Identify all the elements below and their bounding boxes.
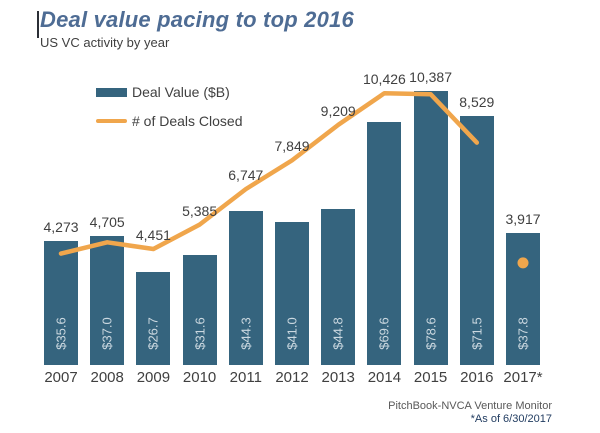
deals-closed-label: 5,385 (182, 202, 218, 219)
x-axis-label-2017*: 2017* (503, 369, 543, 386)
x-axis-label-2015: 2015 (413, 369, 448, 386)
chart-title: Deal value pacing to top 2016 (40, 7, 354, 32)
deals-closed-label: 10,426 (362, 71, 406, 88)
header: Deal value pacing to top 2016 US VC acti… (37, 7, 354, 50)
bar-2012: $41.0 (275, 222, 309, 365)
chart-subtitle: US VC activity by year (40, 35, 170, 50)
deals-closed-label: 6,747 (228, 167, 264, 184)
bar-2016: $71.5 (459, 115, 494, 365)
deals-closed-label: 8,529 (459, 93, 495, 110)
bar-value-label: $37.0 (99, 317, 115, 350)
deals-closed-label: 4,705 (89, 214, 125, 231)
bar-value-label: $71.5 (469, 317, 485, 350)
bar-2017*: $37.8 (506, 233, 540, 365)
bar-2011: $44.3 (228, 210, 263, 365)
bar-value-label: $37.8 (515, 317, 531, 350)
text-cursor (37, 11, 39, 38)
as-of-note: *As of 6/30/2017 (470, 413, 552, 425)
deals-closed-label: 10,387 (409, 69, 453, 85)
bar-value-label: $31.6 (192, 317, 208, 350)
bar-2008: $37.0 (90, 236, 125, 365)
source-credit: PitchBook-NVCA Venture Monitor (388, 400, 552, 412)
x-axis-label-2009: 2009 (136, 369, 171, 386)
bar-value-label: $44.3 (238, 317, 254, 350)
x-axis-label-2011: 2011 (229, 369, 262, 386)
bar-2009: $26.7 (136, 271, 171, 365)
bar-2010: $31.6 (182, 254, 217, 365)
x-axis-label-2014: 2014 (367, 369, 402, 386)
bar-value-label: $78.6 (423, 317, 439, 350)
deals-closed-label: 4,451 (135, 226, 171, 243)
x-axis-label-2012: 2012 (275, 369, 309, 386)
bar-value-label: $44.8 (330, 317, 346, 350)
deals-closed-label: 9,209 (320, 102, 356, 119)
x-axis-label-2013: 2013 (321, 369, 355, 386)
x-axis-label-2007: 2007 (44, 369, 78, 386)
bar-2007: $35.6 (44, 240, 78, 365)
x-axis-label-2016: 2016 (460, 369, 494, 386)
bar-value-label: $35.6 (53, 317, 69, 350)
bar-value-label: $69.6 (376, 317, 392, 350)
footer: PitchBook-NVCA Venture Monitor *As of 6/… (388, 400, 552, 426)
bar-value-label: $26.7 (145, 317, 161, 350)
deals-closed-label: 3,917 (505, 211, 541, 228)
bar-2014: $69.6 (367, 122, 402, 365)
bar-2013: $44.8 (321, 208, 356, 365)
x-axis-label-2010: 2010 (182, 369, 217, 386)
deals-closed-label: 7,849 (274, 138, 310, 155)
bar-2015: $78.6 (413, 91, 448, 365)
x-axis-label-2008: 2008 (90, 369, 124, 386)
deals-closed-label: 4,273 (43, 218, 79, 235)
bar-value-label: $41.0 (284, 317, 300, 350)
